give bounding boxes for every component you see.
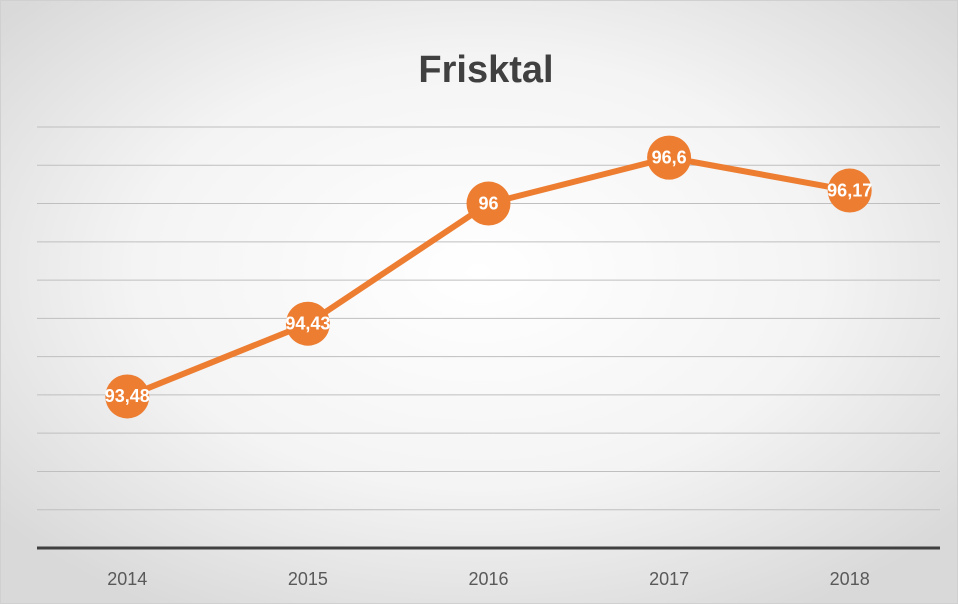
data-label: 96 — [478, 193, 498, 213]
chart-title: Frisktal — [418, 49, 553, 91]
x-tick-label: 2014 — [107, 569, 147, 589]
marker — [647, 135, 692, 180]
x-tick-label: 2018 — [830, 569, 870, 589]
data-label: 93,48 — [105, 386, 150, 406]
marker — [285, 301, 330, 346]
data-label: 94,43 — [285, 313, 330, 333]
data-label: 96,17 — [827, 180, 872, 200]
data-label: 96,6 — [652, 147, 687, 167]
x-tick-label: 2016 — [468, 569, 508, 589]
marker — [466, 181, 511, 226]
x-tick-label: 2015 — [288, 569, 328, 589]
marker — [827, 168, 872, 213]
marker — [105, 374, 150, 419]
x-tick-label: 2017 — [649, 569, 689, 589]
